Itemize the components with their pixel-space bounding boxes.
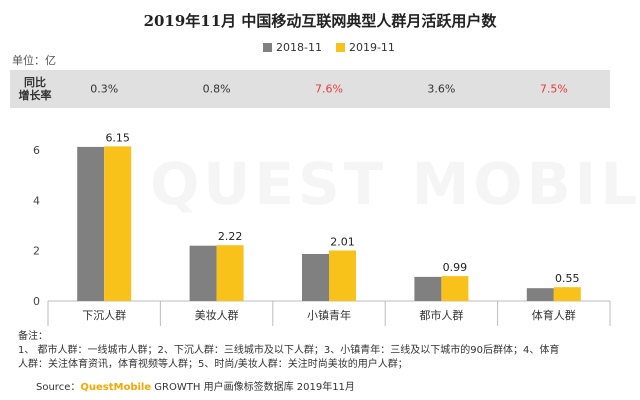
growth-label-line1: 同比 <box>24 76 46 89</box>
x-tick-label: 美妆人群 <box>195 308 239 322</box>
bar-2018-11-1 <box>77 146 105 301</box>
x-tick-label: 都市人群 <box>419 308 463 322</box>
x-tick-label: 体育人群 <box>532 308 576 322</box>
data-label: 0.99 <box>443 261 468 274</box>
data-label: 0.55 <box>555 272 580 285</box>
bar-2018-11-4 <box>414 276 442 301</box>
bar-2019-11-2 <box>216 245 244 301</box>
data-label: 2.01 <box>330 235 355 248</box>
notes-line-2: 人群：关注体育资讯，体育视频等人群；5、时尚/美妆人群：关注时尚美妆的用户人群； <box>18 359 408 370</box>
growth-rate-values: 0.3% 0.8% 7.6% 3.6% 7.5% <box>56 70 610 108</box>
growth-rate-value: 0.3% <box>90 82 119 96</box>
legend-swatch-2019 <box>335 43 345 52</box>
bar-2018-11-3 <box>302 253 329 301</box>
growth-rate-value: 3.6% <box>427 82 456 96</box>
bar-2018-11-5 <box>526 288 554 301</box>
legend-item-2019: 2019-11 <box>335 41 395 54</box>
legend-swatch-2018 <box>263 43 272 52</box>
source-prefix: Source： <box>36 382 81 393</box>
y-tick-label: 2 <box>33 245 40 258</box>
source-line: Source：QuestMobile GROWTH 用户画像标签数据库 2019… <box>36 378 355 393</box>
bar-2019-11-5 <box>553 287 581 301</box>
bar-2019-11-3 <box>329 250 356 301</box>
y-tick-label: 4 <box>33 194 40 207</box>
legend-label-2018: 2018-11 <box>276 41 322 54</box>
notes-heading: 备注： <box>18 331 48 342</box>
unit-label: 单位：亿 <box>12 54 56 67</box>
growth-rate-band: 同比 增长率 0.3% 0.8% 7.6% 3.6% 7.5% <box>10 70 610 108</box>
growth-label-line2: 增长率 <box>18 89 52 102</box>
legend-item-2018: 2018-11 <box>263 41 322 54</box>
y-tick-label: 0 <box>33 295 40 308</box>
legend: 2018-11 2019-11 <box>263 41 395 54</box>
growth-rate-label: 同比 增长率 <box>10 76 56 102</box>
legend-label-2019: 2019-11 <box>348 41 395 54</box>
bar-2019-11-4 <box>441 276 469 301</box>
data-label: 6.15 <box>105 131 130 144</box>
notes-line-1: 1、 都市人群：一线城市人群；2、下沉人群：三线城市及以下人群；3、小镇青年：三… <box>18 345 560 356</box>
y-tick-label: 6 <box>33 144 40 157</box>
source-brand: QuestMobile <box>80 382 152 393</box>
growth-rate-value: 7.6% <box>315 82 343 96</box>
bar-2019-11-1 <box>104 146 132 301</box>
source-rest: GROWTH 用户画像标签数据库 2019年11月 <box>151 382 355 393</box>
chart-title: 2019年11月 中国移动互联网典型人群月活跃用户数 <box>143 12 497 30</box>
x-tick-label: 下沉人群 <box>82 308 126 322</box>
x-tick-label: 小镇青年 <box>307 308 351 322</box>
growth-rate-value: 0.8% <box>202 82 231 96</box>
notes: 备注： 1、 都市人群：一线城市人群；2、下沉人群：三线城市及以下人群；3、小镇… <box>18 330 618 372</box>
bar-2018-11-2 <box>189 245 217 301</box>
data-label: 2.22 <box>218 230 243 243</box>
growth-rate-value: 7.5% <box>539 82 568 96</box>
